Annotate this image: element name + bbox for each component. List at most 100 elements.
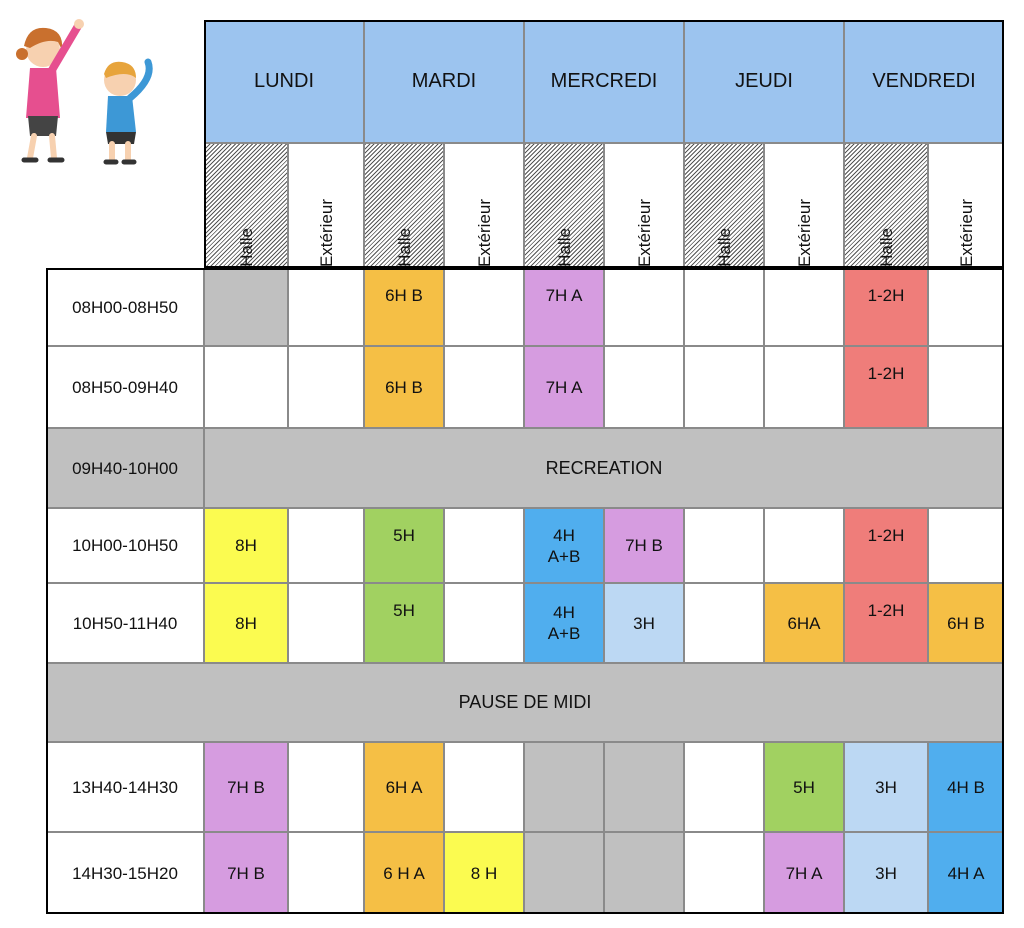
- slot-cell-label: 8 H: [470, 863, 498, 883]
- time-label: 09H40-10H00: [46, 428, 204, 508]
- slot-cell: 1-2H: [844, 583, 928, 663]
- slot-cell: [204, 346, 288, 428]
- slot-cell: [928, 268, 1004, 346]
- slot-cell-label: 7H A: [785, 863, 823, 883]
- time-label-label: 08H00-08H50: [72, 297, 178, 317]
- slot-cell: 6H B: [364, 268, 444, 346]
- slot-cell-label: 7H B: [227, 863, 265, 883]
- slot-cell-label: 6HA: [787, 613, 821, 633]
- slot-cell: [444, 742, 524, 832]
- slot-cell-label: 6H A: [385, 777, 423, 797]
- day-header-jeudi-label: JEUDI: [735, 70, 793, 92]
- slot-cell: [604, 742, 684, 832]
- slot-cell: 7H A: [524, 268, 604, 346]
- slot-cell: [444, 268, 524, 346]
- slot-cell: [684, 832, 764, 914]
- slot-cell-label: 7H B: [625, 536, 663, 555]
- slot-cell: 6H A: [364, 742, 444, 832]
- slot-cell-label: 1-2H: [867, 364, 905, 383]
- lunch-break-row: PAUSE DE MIDI: [46, 663, 1004, 742]
- slot-cell-label: 1-2H: [867, 601, 905, 620]
- time-label-label: 14H30-15H20: [72, 863, 178, 883]
- slot-cell: 6H B: [364, 346, 444, 428]
- header-frame: [204, 20, 1004, 268]
- day-header-mercredi-label: MERCREDI: [550, 70, 658, 92]
- recreation-row: RECREATION: [204, 428, 1004, 508]
- time-label-label: 10H00-10H50: [72, 536, 178, 555]
- slot-cell: [288, 268, 364, 346]
- slot-cell-label: 6H B: [947, 613, 985, 633]
- slot-cell: 7H A: [524, 346, 604, 428]
- slot-cell: [604, 832, 684, 914]
- slot-cell: [444, 346, 524, 428]
- slot-cell: 4H A: [928, 832, 1004, 914]
- slot-cell-label: 4H A: [947, 863, 985, 883]
- slot-cell: [684, 583, 764, 663]
- slot-cell: 8H: [204, 583, 288, 663]
- time-label-label: 08H50-09H40: [72, 377, 178, 397]
- slot-cell: 7H B: [204, 742, 288, 832]
- slot-cell: [288, 346, 364, 428]
- slot-cell: [524, 742, 604, 832]
- slot-cell-label: 4H A+B: [547, 525, 581, 566]
- slot-cell-label: 8H: [235, 613, 257, 633]
- slot-cell-label: 5H: [393, 526, 415, 545]
- time-label-label: 09H40-10H00: [72, 458, 178, 478]
- sub-header-hall: Halle: [684, 143, 764, 268]
- sub-header-hall: Halle: [364, 143, 444, 268]
- slot-cell-label: 3H: [875, 863, 897, 883]
- slot-cell-label: 4H A+B: [547, 603, 581, 643]
- slot-cell-label: 3H: [633, 613, 655, 633]
- sub-header-hall: Halle: [204, 143, 288, 268]
- slot-cell: 6HA: [764, 583, 844, 663]
- body-frame: [46, 268, 1004, 914]
- slot-cell-label: 8H: [235, 536, 257, 555]
- slot-cell-label: 1-2H: [867, 526, 905, 545]
- time-label-label: 10H50-11H40: [72, 613, 178, 633]
- slot-cell: [444, 583, 524, 663]
- slot-cell: 6 H A: [364, 832, 444, 914]
- slot-cell-label: 6 H A: [383, 863, 425, 883]
- slot-cell: 7H B: [604, 508, 684, 583]
- slot-cell: [288, 583, 364, 663]
- slot-cell: [204, 268, 288, 346]
- slot-cell: 5H: [364, 583, 444, 663]
- slot-cell: 3H: [844, 742, 928, 832]
- slot-cell: 7H B: [204, 832, 288, 914]
- slot-cell: [764, 346, 844, 428]
- slot-cell: 4H A+B: [524, 583, 604, 663]
- sub-header-hall: Halle: [844, 143, 928, 268]
- time-label-label: 13H40-14H30: [72, 777, 178, 797]
- slot-cell: 1-2H: [844, 508, 928, 583]
- slot-cell: 6H B: [928, 583, 1004, 663]
- slot-cell: [288, 742, 364, 832]
- slot-cell-label: 5H: [793, 777, 815, 797]
- slot-cell: [684, 346, 764, 428]
- slot-cell-label: 4H B: [947, 777, 985, 797]
- slot-cell: [684, 268, 764, 346]
- slot-cell: [604, 346, 684, 428]
- slot-cell: 1-2H: [844, 346, 928, 428]
- children-exercising-icon: [16, 19, 153, 165]
- slot-cell: [288, 508, 364, 583]
- slot-cell: [444, 508, 524, 583]
- day-header-vendredi-label: VENDREDI: [872, 70, 976, 92]
- slot-cell: [684, 508, 764, 583]
- slot-cell: [928, 508, 1004, 583]
- slot-cell-label: 7H A: [545, 286, 583, 305]
- day-header-lundi: LUNDI: [204, 20, 364, 143]
- slot-cell: 7H A: [764, 832, 844, 914]
- slot-cell: 4H A+B: [524, 508, 604, 583]
- slot-cell-label: 5H: [393, 601, 415, 620]
- slot-cell: [928, 346, 1004, 428]
- slot-cell: [684, 742, 764, 832]
- slot-cell: 3H: [604, 583, 684, 663]
- recreation-row-label: RECREATION: [545, 457, 663, 478]
- slot-cell: 8 H: [444, 832, 524, 914]
- slot-cell: 5H: [764, 742, 844, 832]
- slot-cell-label: 7H A: [545, 377, 583, 397]
- day-header-lundi-label: LUNDI: [253, 70, 314, 92]
- day-header-mardi-label: MARDI: [411, 70, 477, 92]
- lunch-break-row-label: PAUSE DE MIDI: [458, 692, 592, 712]
- slot-cell: [764, 268, 844, 346]
